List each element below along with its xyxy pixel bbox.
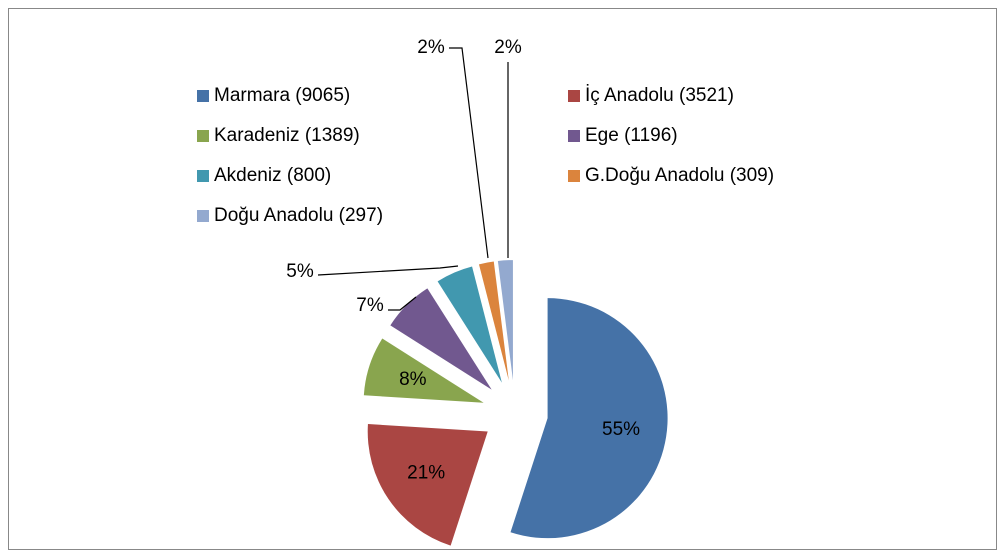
leader-line: [317, 265, 459, 276]
legend-swatch: [568, 170, 580, 182]
legend-label: G.Doğu Anadolu (309): [585, 165, 774, 186]
pie-slice: [367, 424, 488, 546]
leader-line: [388, 296, 417, 311]
legend-swatch: [568, 90, 580, 102]
data-label: 2%: [417, 37, 445, 58]
legend-swatch: [197, 210, 209, 222]
pie-slice: [478, 261, 509, 381]
legend-label: Karadeniz (1389): [214, 125, 360, 146]
legend-label: Ege (1196): [585, 125, 678, 146]
data-label: 7%: [356, 295, 384, 316]
legend-label: Doğu Anadolu (297): [214, 205, 383, 226]
legend-label: Marmara (9065): [214, 85, 350, 106]
data-label: 55%: [602, 419, 640, 440]
data-label: 5%: [286, 261, 314, 282]
legend-label: Akdeniz (800): [214, 165, 331, 186]
leader-line: [449, 47, 489, 259]
pie-slice: [510, 298, 668, 539]
legend-swatch: [197, 170, 209, 182]
pie-slice: [497, 260, 513, 381]
legend-swatch: [568, 130, 580, 142]
legend-swatch: [197, 130, 209, 142]
data-label: 21%: [407, 462, 445, 483]
pie-slice: [390, 288, 492, 390]
pie-slice: [363, 338, 484, 403]
legend-label: İç Anadolu (3521): [585, 85, 734, 106]
legend-swatch: [197, 90, 209, 102]
data-label: 2%: [494, 37, 522, 58]
pie-slice: [437, 266, 502, 383]
data-label: 8%: [399, 369, 427, 390]
